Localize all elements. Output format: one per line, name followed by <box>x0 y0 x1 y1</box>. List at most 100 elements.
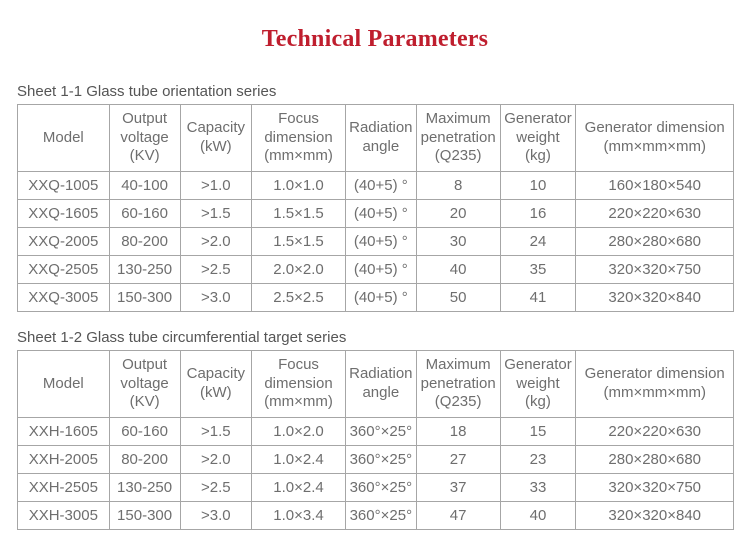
table-cell: 33 <box>499 473 577 502</box>
table-cell: 1.0×2.4 <box>251 473 346 502</box>
table-cell: 15 <box>499 417 577 446</box>
table-cell: 320×320×750 <box>575 255 734 284</box>
column-header: Radiation angle <box>344 350 417 418</box>
table-cell: 360°×25° <box>344 417 417 446</box>
column-header: Capacity (kW) <box>179 104 253 172</box>
table-cell: 130-250 <box>108 473 181 502</box>
table-cell: 40 <box>499 501 577 530</box>
table-cell: >2.5 <box>179 255 253 284</box>
table-cell: XXQ-1005 <box>17 171 110 200</box>
column-header: Output voltage (KV) <box>108 104 181 172</box>
table-cell: 37 <box>415 473 501 502</box>
column-header: Generator dimension (mm×mm×mm) <box>575 350 734 418</box>
table-cell: 60-160 <box>108 199 181 228</box>
table-row: XXQ-2005 80-200 >2.0 1.5×1.5 (40+5) ° 30 24 280… <box>17 227 734 256</box>
table-cell: 1.0×3.4 <box>251 501 346 530</box>
column-header: Model <box>17 104 110 172</box>
sheet-caption: Sheet 1-2 Glass tube circumferential tar… <box>17 329 347 346</box>
table-row: XXH-3005 150-300 >3.0 1.0×3.4 360°×25° 47 40 32… <box>17 501 734 530</box>
table-cell: 1.0×1.0 <box>251 171 346 200</box>
table-cell: XXQ-2505 <box>17 255 110 284</box>
table-cell: (40+5) ° <box>344 171 417 200</box>
table-cell: 150-300 <box>108 501 181 530</box>
table-cell: 2.0×2.0 <box>251 255 346 284</box>
table-cell: 220×220×630 <box>575 417 734 446</box>
column-header: Generator weight (kg) <box>499 350 577 418</box>
column-header: Maximum penetration (Q235) <box>415 104 501 172</box>
table-cell: >1.0 <box>179 171 253 200</box>
table-cell: 360°×25° <box>344 501 417 530</box>
sheet-caption: Sheet 1-1 Glass tube orientation series <box>17 83 277 100</box>
table-row: XXQ-2505 130-250 >2.5 2.0×2.0 (40+5) ° 40 35 32… <box>17 255 734 284</box>
table-cell: 360°×25° <box>344 473 417 502</box>
column-header: Focus dimension (mm×mm) <box>251 104 346 172</box>
table-cell: 280×280×680 <box>575 227 734 256</box>
table-cell: (40+5) ° <box>344 255 417 284</box>
table-cell: 40-100 <box>108 171 181 200</box>
table-cell: (40+5) ° <box>344 283 417 312</box>
column-header: Output voltage (KV) <box>108 350 181 418</box>
table-row: XXQ-1605 60-160 >1.5 1.5×1.5 (40+5) ° 20 16 220… <box>17 199 734 228</box>
table-cell: >1.5 <box>179 199 253 228</box>
table-cell: XXQ-1605 <box>17 199 110 228</box>
table-cell: 27 <box>415 445 501 474</box>
table-cell: 10 <box>499 171 577 200</box>
table-cell: 50 <box>415 283 501 312</box>
table-cell: 220×220×630 <box>575 199 734 228</box>
column-header: Model <box>17 350 110 418</box>
table-cell: XXH-1605 <box>17 417 110 446</box>
table-cell: 280×280×680 <box>575 445 734 474</box>
table-cell: 20 <box>415 199 501 228</box>
table-cell: 80-200 <box>108 445 181 474</box>
column-header: Capacity (kW) <box>179 350 253 418</box>
table-cell: >3.0 <box>179 501 253 530</box>
table-cell: (40+5) ° <box>344 227 417 256</box>
table-row: XXH-2505 130-250 >2.5 1.0×2.4 360°×25° 37 33 32… <box>17 473 734 502</box>
column-header: Maximum penetration (Q235) <box>415 350 501 418</box>
table-cell: XXQ-2005 <box>17 227 110 256</box>
table-section-orientation-series: Sheet 1-1 Glass tube orientation series … <box>17 83 734 312</box>
table-cell: 1.5×1.5 <box>251 227 346 256</box>
column-header: Focus dimension (mm×mm) <box>251 350 346 418</box>
table-cell: 35 <box>499 255 577 284</box>
parameters-table-orientation: Model Output voltage (KV) Capacity (kW) Foc… <box>17 104 734 312</box>
table-cell: 130-250 <box>108 255 181 284</box>
table-cell: 16 <box>499 199 577 228</box>
page-title: Technical Parameters <box>261 26 489 52</box>
table-cell: 24 <box>499 227 577 256</box>
table-row: XXQ-3005 150-300 >3.0 2.5×2.5 (40+5) ° 50 41 32… <box>17 283 734 312</box>
table-cell: 41 <box>499 283 577 312</box>
table-cell: 360°×25° <box>344 445 417 474</box>
table-cell: 60-160 <box>108 417 181 446</box>
table-cell: 320×320×840 <box>575 501 734 530</box>
column-header: Generator dimension (mm×mm×mm) <box>575 104 734 172</box>
table-cell: 80-200 <box>108 227 181 256</box>
table-cell: >1.5 <box>179 417 253 446</box>
table-cell: >2.0 <box>179 445 253 474</box>
table-cell: 8 <box>415 171 501 200</box>
table-section-circumferential-series: Sheet 1-2 Glass tube circumferential tar… <box>17 329 734 530</box>
header-row: Model Output voltage (KV) Capacity (kW) Foc… <box>17 350 734 418</box>
table-cell: 150-300 <box>108 283 181 312</box>
table-cell: 18 <box>415 417 501 446</box>
table-cell: 40 <box>415 255 501 284</box>
table-cell: 320×320×750 <box>575 473 734 502</box>
table-cell: 2.5×2.5 <box>251 283 346 312</box>
table-cell: 160×180×540 <box>575 171 734 200</box>
table-cell: 1.0×2.0 <box>251 417 346 446</box>
column-header: Generator weight (kg) <box>499 104 577 172</box>
table-cell: XXH-2505 <box>17 473 110 502</box>
table-cell: >2.0 <box>179 227 253 256</box>
column-header: Radiation angle <box>344 104 417 172</box>
table-cell: XXQ-3005 <box>17 283 110 312</box>
table-row: XXH-2005 80-200 >2.0 1.0×2.4 360°×25° 27 23 280… <box>17 445 734 474</box>
table-cell: XXH-3005 <box>17 501 110 530</box>
header-row: Model Output voltage (KV) Capacity (kW) Foc… <box>17 104 734 172</box>
table-cell: >3.0 <box>179 283 253 312</box>
table-cell: 1.0×2.4 <box>251 445 346 474</box>
table-cell: XXH-2005 <box>17 445 110 474</box>
table-cell: (40+5) ° <box>344 199 417 228</box>
parameters-table-circumferential: Model Output voltage (KV) Capacity (kW) Foc… <box>17 350 734 530</box>
table-cell: 320×320×840 <box>575 283 734 312</box>
